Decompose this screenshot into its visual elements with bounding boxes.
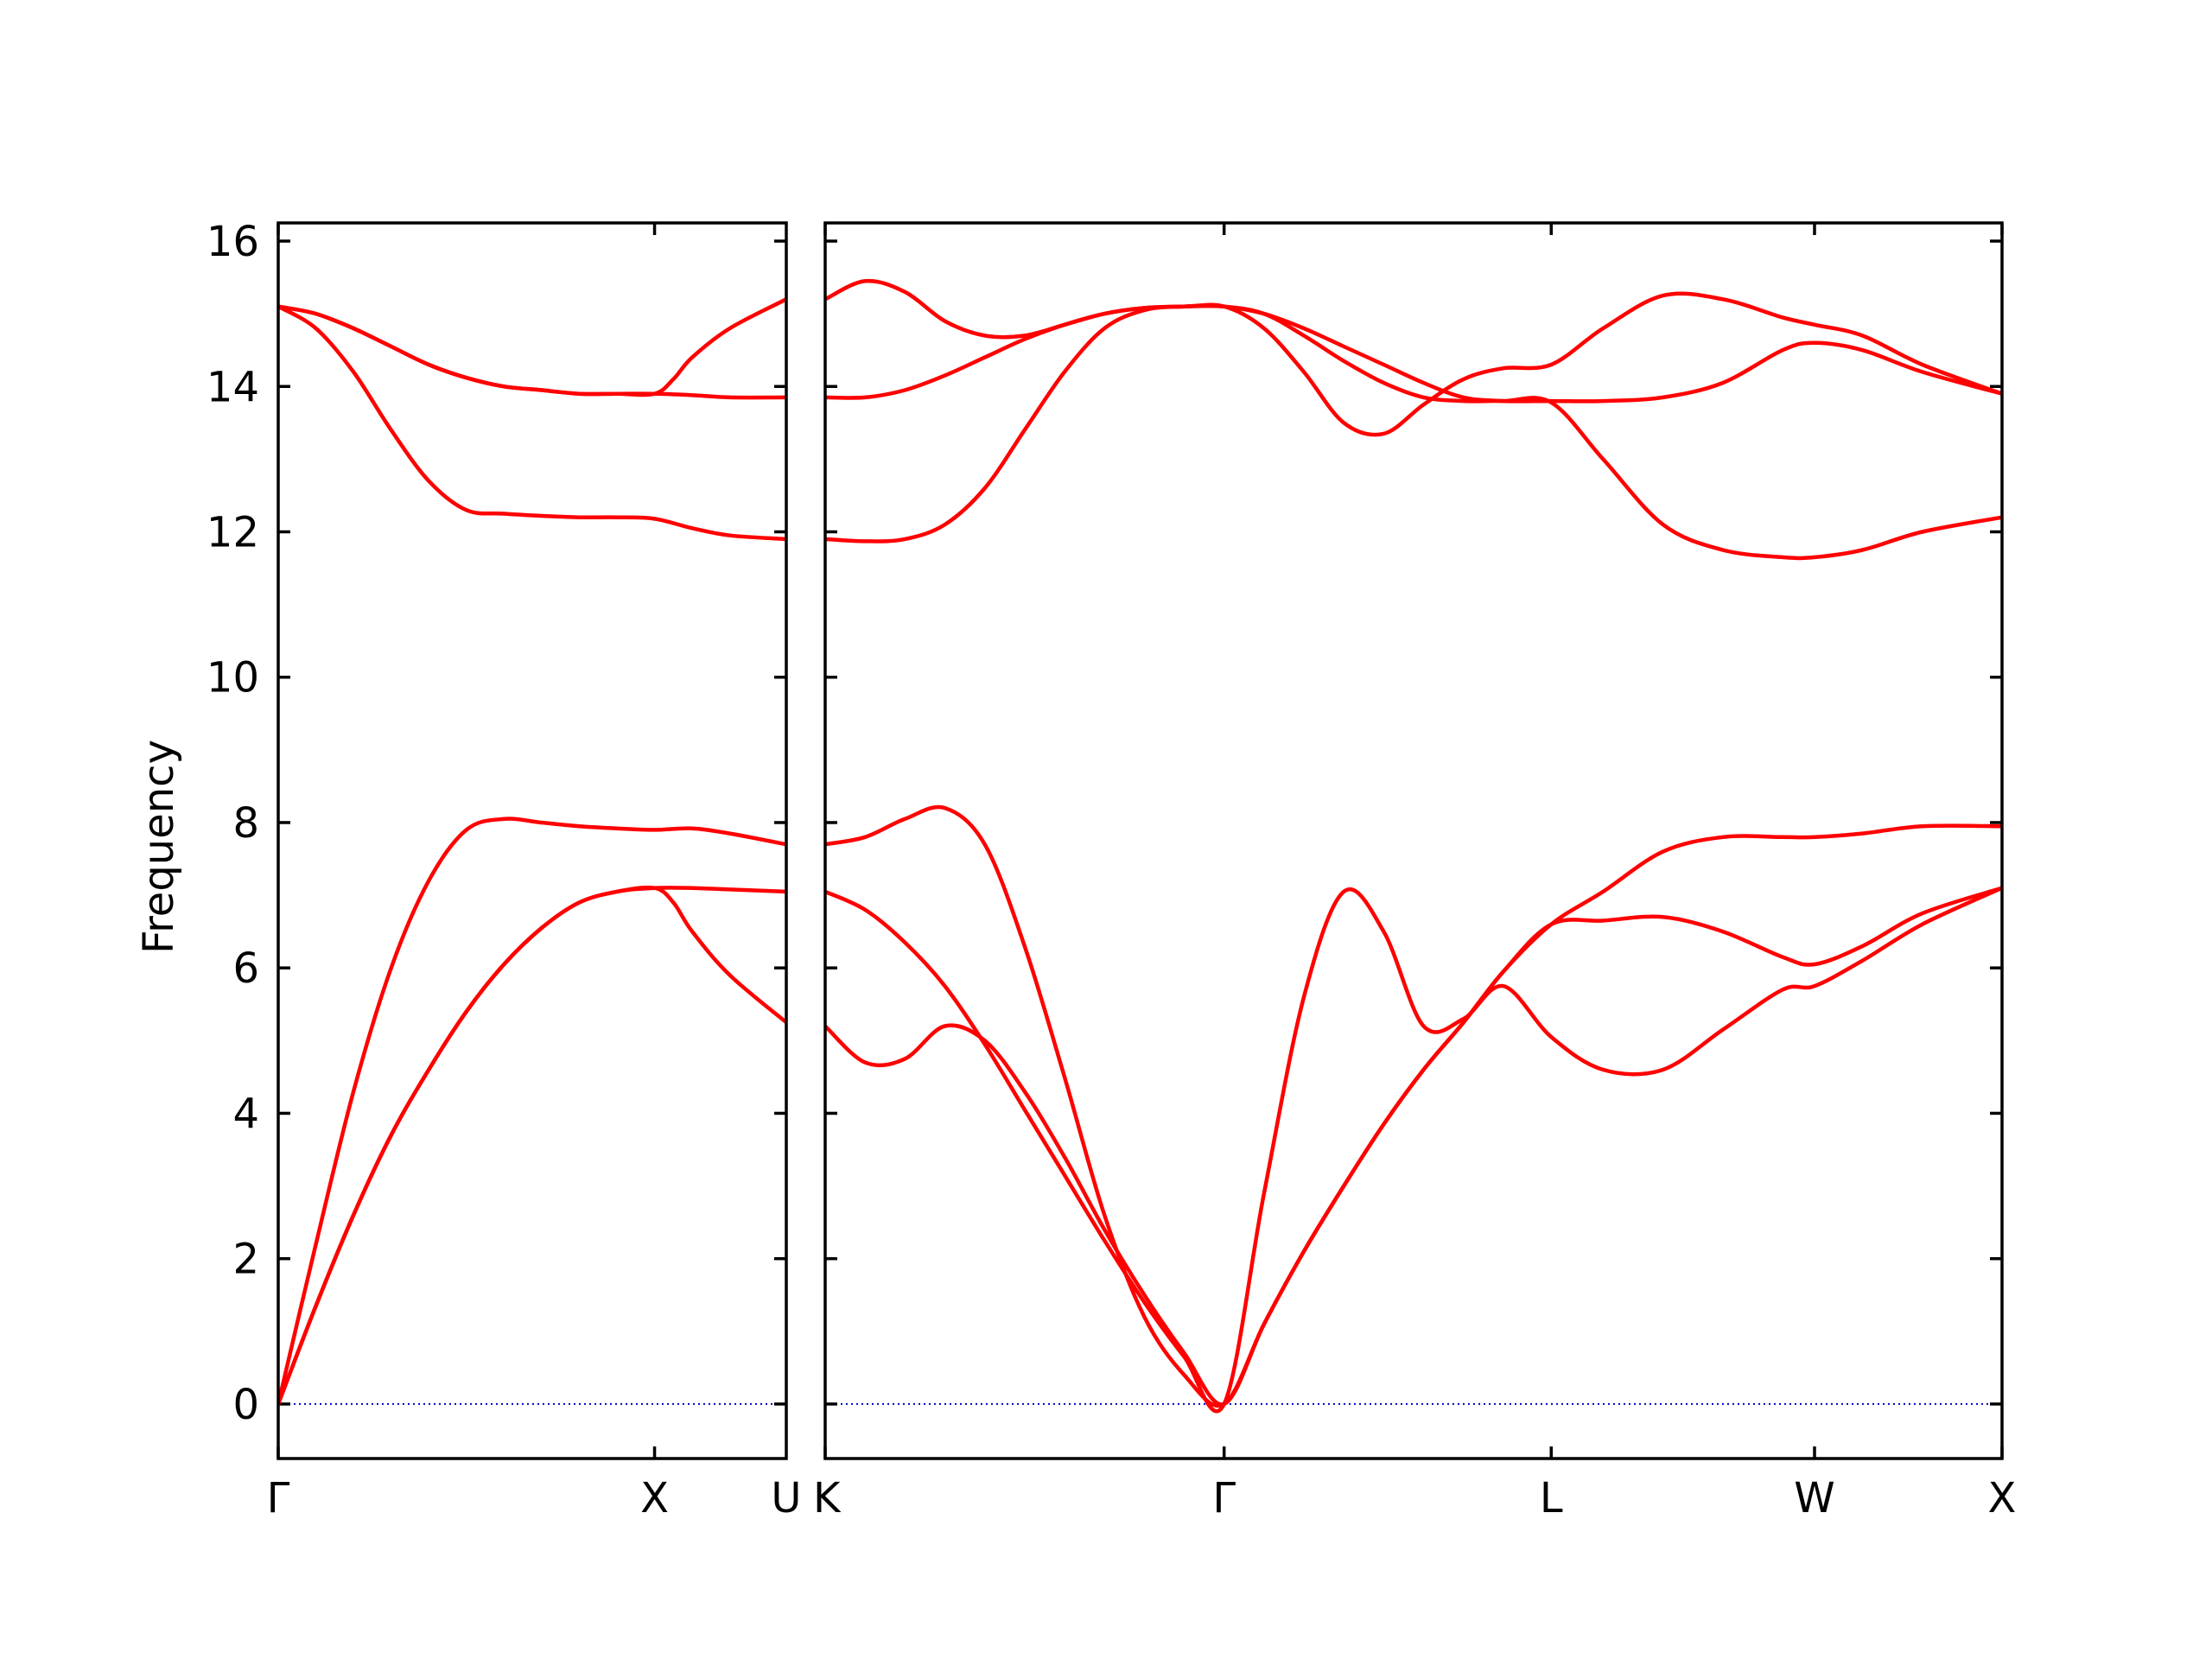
band-group <box>278 297 786 1407</box>
x-tick-label: U <box>771 1474 801 1522</box>
phonon-band-3 <box>278 885 786 1407</box>
x-tick-label: Γ <box>267 1474 290 1522</box>
phonon-band-4 <box>278 304 786 542</box>
y-axis-title: Frequency <box>135 740 183 954</box>
phonon-band-1 <box>825 886 2002 1407</box>
phonon-band-3 <box>825 804 2002 1408</box>
y-tick-label: 14 <box>207 363 259 411</box>
y-tick-label: 16 <box>207 218 259 266</box>
plot-frame <box>823 221 2004 1460</box>
phonon-band-5 <box>278 304 786 400</box>
x-tick-label: W <box>1794 1474 1834 1522</box>
y-axis: 0 2 4 6 8 10 12 14 16 <box>207 218 259 1429</box>
y-tick-label: 12 <box>207 509 259 557</box>
phonon-band-2 <box>825 886 2002 1414</box>
phonon-band-5 <box>825 291 2002 437</box>
phonon-band-6 <box>825 278 2002 404</box>
y-tick-label: 8 <box>232 799 259 848</box>
band-group <box>825 278 2002 1414</box>
phonon-band-6 <box>278 297 786 397</box>
plot-frame <box>276 221 788 1460</box>
x-tick-label: X <box>640 1474 669 1522</box>
x-tick-label: L <box>1540 1474 1563 1522</box>
y-tick-label: 0 <box>232 1381 259 1429</box>
x-tick-label: X <box>1988 1474 2017 1522</box>
phonon-band-1 <box>278 886 786 1407</box>
phonon-band-2 <box>278 817 786 1407</box>
x-tick-label: K <box>813 1474 842 1522</box>
y-tick-label: 4 <box>232 1090 259 1138</box>
y-tick-label: 10 <box>207 654 259 702</box>
y-tick-label: 6 <box>232 944 259 993</box>
phonon-band-4 <box>825 303 2002 561</box>
y-tick-label: 2 <box>232 1236 259 1284</box>
x-tick-label: Γ <box>1212 1474 1236 1522</box>
